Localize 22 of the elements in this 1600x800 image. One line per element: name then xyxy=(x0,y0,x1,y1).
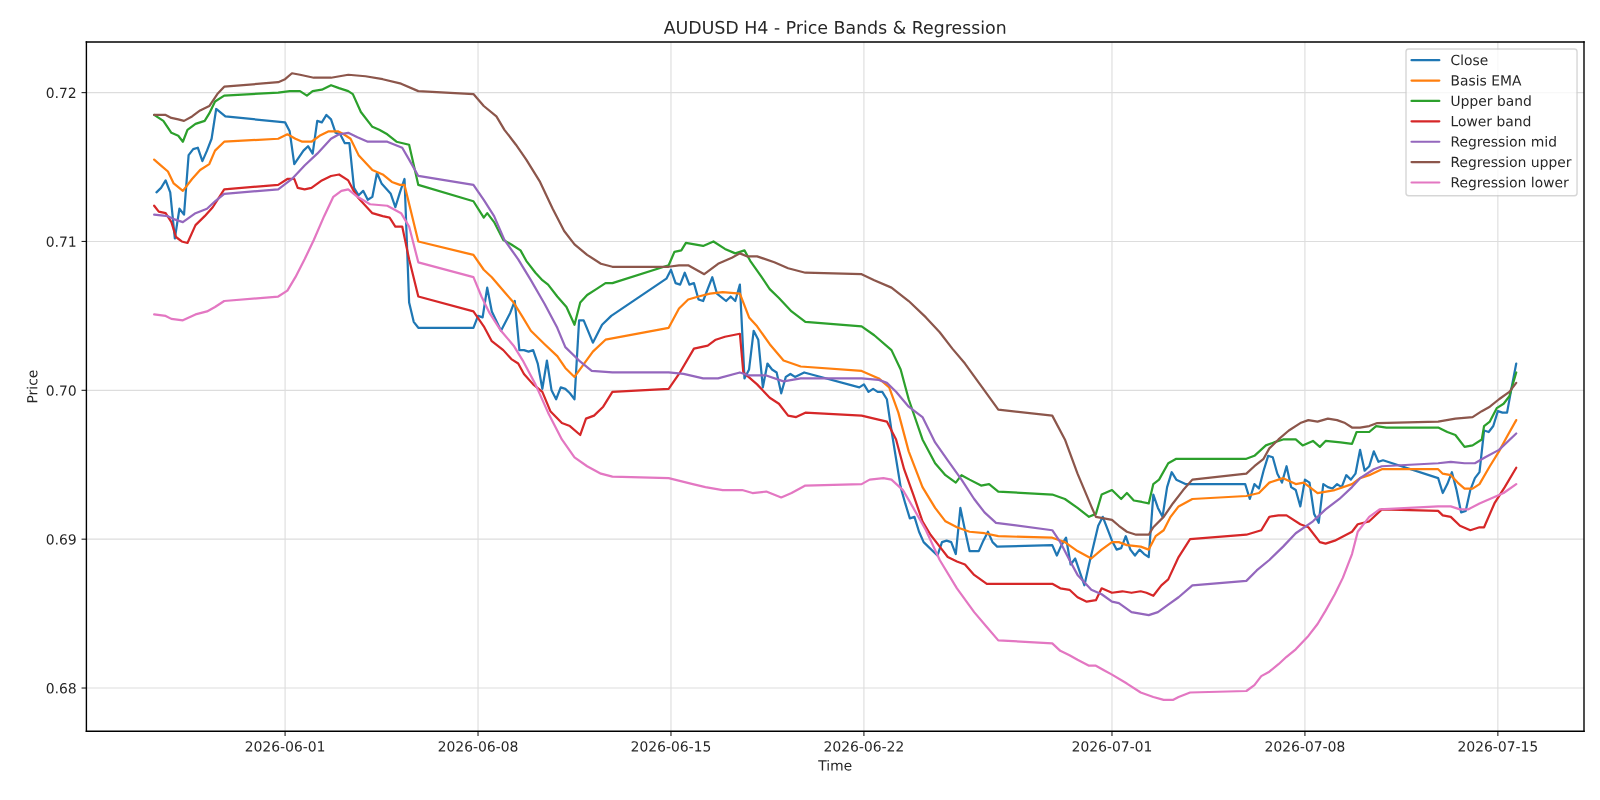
x-tick-label: 2026-06-01 xyxy=(245,741,325,752)
legend-label: Basis EMA xyxy=(1451,74,1522,86)
y-tick-label: 0.70 xyxy=(46,385,76,396)
y-tick-label: 0.71 xyxy=(46,236,76,247)
legend-label: Lower band xyxy=(1451,115,1531,127)
y-tick-label: 0.69 xyxy=(46,534,76,545)
y-tick-label: 0.72 xyxy=(46,87,76,99)
x-axis-title: Time xyxy=(818,759,852,771)
legend-label: Regression lower xyxy=(1451,176,1569,191)
x-tick-label: 2026-06-15 xyxy=(631,741,711,752)
x-tick-label: 2026-07-15 xyxy=(1458,741,1538,752)
legend-label: Close xyxy=(1451,54,1488,66)
legend-label: Upper band xyxy=(1451,95,1531,109)
legend-label: Regression upper xyxy=(1451,156,1572,170)
y-tick-label: 0.68 xyxy=(46,683,76,694)
x-tick-label: 2026-06-22 xyxy=(824,741,903,752)
x-tick-label: 2026-07-01 xyxy=(1072,741,1152,752)
chart-title: AUDUSD H4 - Price Bands & Regression xyxy=(663,20,1006,38)
y-axis-title: Price xyxy=(26,370,38,403)
legend-label: Regression mid xyxy=(1451,136,1556,150)
x-tick-label: 2026-07-08 xyxy=(1265,741,1345,752)
x-tick-label: 2026-06-08 xyxy=(438,741,518,752)
